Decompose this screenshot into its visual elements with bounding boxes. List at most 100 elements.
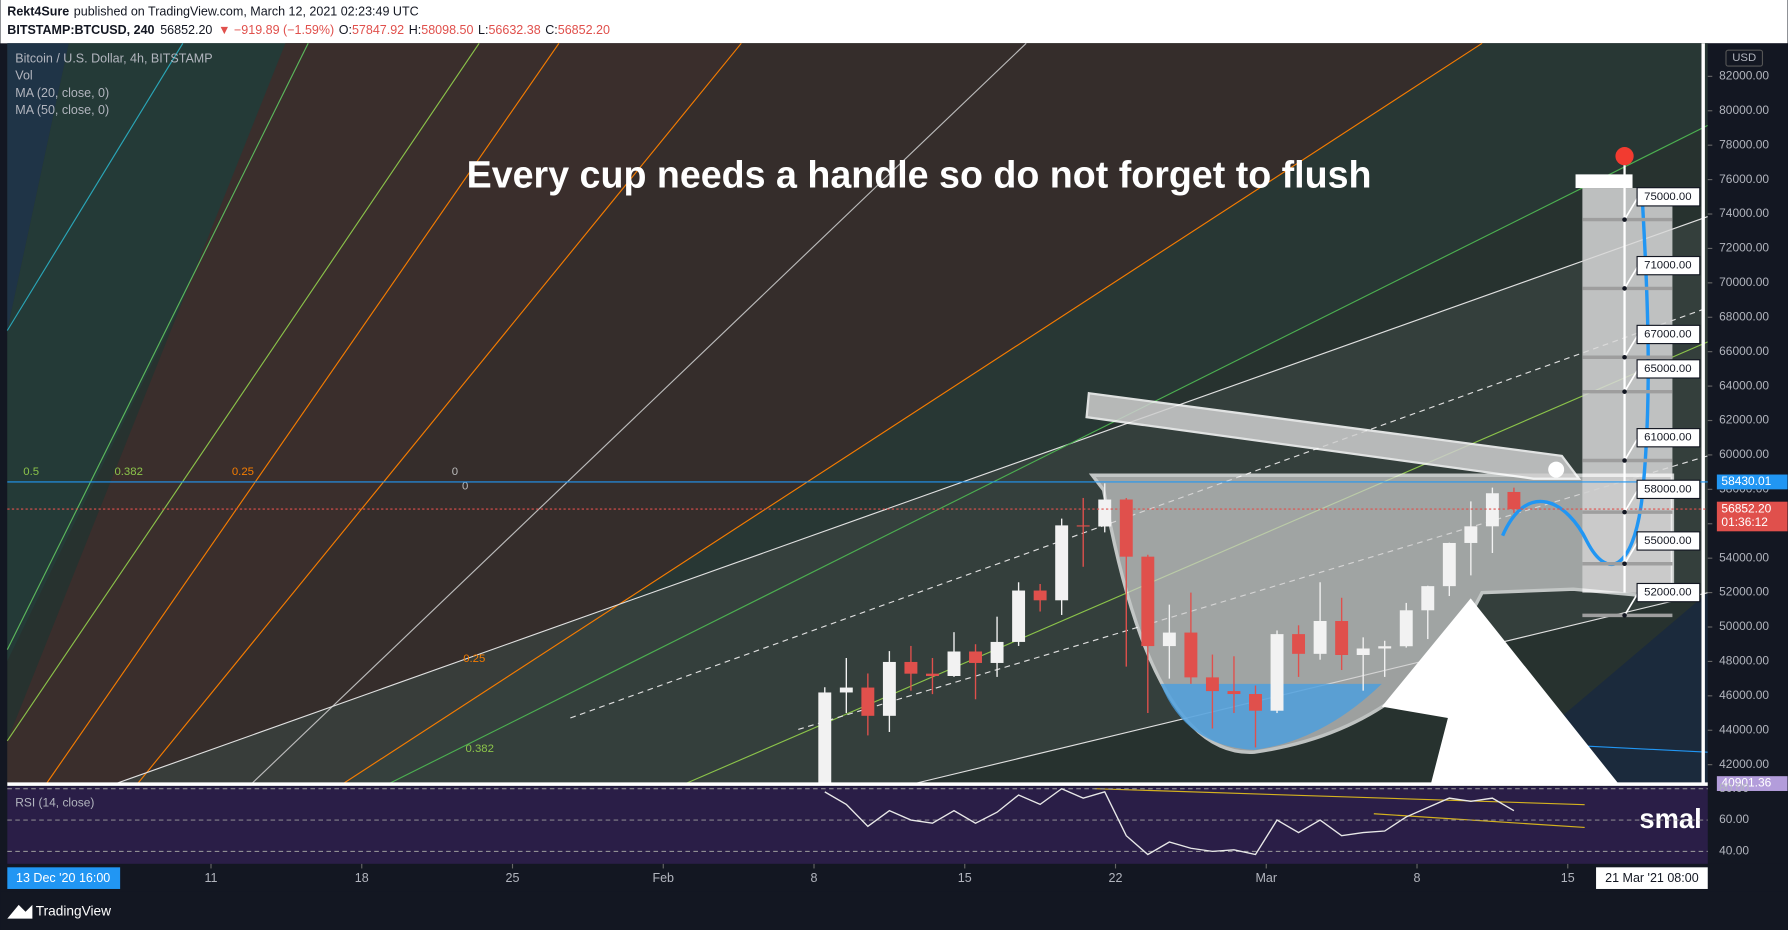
price-tag <box>1716 501 1788 532</box>
y-tick-label: 76000.00 <box>1719 172 1769 186</box>
c-val: 56852.20 <box>558 23 610 37</box>
fan-line <box>250 42 1027 785</box>
symbol: BITSTAMP:BTCUSD, 240 <box>7 23 154 37</box>
time-axis-bg <box>0 863 1788 892</box>
rsi-tick-label: 60.00 <box>1719 812 1749 826</box>
header-line1: Rekt4Sure published on TradingView.com, M… <box>7 5 418 19</box>
candle-body <box>1485 493 1499 527</box>
candle-body <box>839 687 853 693</box>
candle-body <box>1507 491 1521 510</box>
legend-item: Vol <box>15 69 32 83</box>
target-pointer <box>1623 265 1639 289</box>
x-tick-label: 15 <box>1561 871 1575 885</box>
toilet-drawing <box>1085 147 1675 785</box>
pedestal <box>1381 598 1619 785</box>
fib-label: 0.25 <box>232 466 254 478</box>
y-tick-label: 48000.00 <box>1719 654 1769 668</box>
candles <box>818 483 1521 785</box>
last-price: 56852.20 <box>160 23 212 37</box>
author: Rekt4Sure <box>7 5 69 19</box>
fib-label: 0 <box>452 466 458 478</box>
fib-label: 0.25 <box>463 653 485 665</box>
y-tick-label: 72000.00 <box>1719 241 1769 255</box>
footer-bg <box>0 891 1788 930</box>
l-key: L: <box>478 23 488 37</box>
fan-line <box>387 124 1709 785</box>
fib-label: 0 <box>462 481 468 493</box>
water <box>1160 683 1382 750</box>
price-tag <box>1716 474 1788 490</box>
price-tag-label: 56852.20 <box>1721 501 1771 515</box>
target-pointer <box>1623 196 1639 221</box>
legend-item: MA (50, close, 0) <box>15 103 109 117</box>
y-tick-label: 70000.00 <box>1719 275 1769 289</box>
candle-body <box>925 673 939 676</box>
candle-body <box>1055 525 1069 601</box>
y-tick-label: 42000.00 <box>1719 757 1769 771</box>
target-label: 61000.00 <box>1644 432 1691 444</box>
candle-body <box>1249 694 1262 711</box>
target-label: 65000.00 <box>1644 363 1691 375</box>
target-box <box>1636 428 1701 448</box>
target-box <box>1636 479 1701 500</box>
range-label: 13 Dec '20 16:00 <box>16 871 110 885</box>
y-tick-label: 68000.00 <box>1719 309 1769 323</box>
candle-body <box>1442 542 1456 587</box>
rsi-trendline <box>1094 788 1585 806</box>
x-tick-label: 25 <box>506 871 520 885</box>
target-box <box>1636 187 1701 207</box>
fib-label: 0.382 <box>114 466 142 478</box>
fan-region-brown <box>7 43 742 785</box>
target-node <box>1622 613 1627 618</box>
target-pointer <box>1623 488 1639 513</box>
candle-body <box>1012 590 1026 642</box>
fib-label: 0.382 <box>465 743 493 755</box>
currency: USD <box>1732 52 1756 64</box>
target-label: 67000.00 <box>1644 328 1691 340</box>
rsi-label: RSI (14, close) <box>15 796 94 810</box>
price-axis-bg <box>1707 43 1788 892</box>
logo <box>7 904 33 919</box>
candle-body <box>1270 634 1284 711</box>
published: published on TradingView.com, March 12, … <box>74 5 419 19</box>
candle-body <box>1378 646 1392 649</box>
annotation: Every cup needs a handle so do not forge… <box>467 154 1372 196</box>
y-tick-label: 50000.00 <box>1719 619 1769 633</box>
fan-line <box>6 43 184 331</box>
x-tick-label: 18 <box>355 871 369 885</box>
y-tick-label: 54000.00 <box>1719 550 1769 564</box>
target-pointer <box>1623 540 1639 565</box>
candle-body <box>1162 632 1176 647</box>
h-val: 58098.50 <box>421 23 473 37</box>
target-node <box>1622 389 1627 394</box>
candle-body <box>1356 648 1370 655</box>
range-label-box <box>1596 867 1708 889</box>
hinge <box>1548 461 1565 478</box>
price-tag-countdown: 01:36:12 <box>1721 515 1768 529</box>
range-label: 21 Mar '21 08:00 <box>1605 871 1699 885</box>
tank-lid <box>1575 174 1633 189</box>
candle-body <box>1141 556 1155 647</box>
target-box <box>1636 531 1701 551</box>
y-tick-label: 46000.00 <box>1719 688 1769 702</box>
header-line2: BITSTAMP:BTCUSD, 240 56852.20 ▼ −919.89 (−… <box>7 23 610 37</box>
candle-body <box>1464 526 1478 543</box>
side-text: smal <box>1639 803 1701 834</box>
o-val: 57847.92 <box>352 23 404 37</box>
candle-body <box>1098 499 1112 527</box>
lid <box>1085 391 1582 480</box>
legend-item: MA (20, close, 0) <box>15 86 109 100</box>
y-tick-label: 62000.00 <box>1719 413 1769 427</box>
h-key: H: <box>409 23 422 37</box>
target-node <box>1622 286 1627 291</box>
target-pointer <box>1623 592 1639 616</box>
dashed-line <box>570 307 1708 719</box>
y-tick-label: 80000.00 <box>1719 103 1769 117</box>
y-tick-label: 82000.00 <box>1719 69 1769 83</box>
target-node <box>1622 217 1627 222</box>
target-label: 52000.00 <box>1644 587 1691 599</box>
change: ▼ −919.89 (−1.59%) <box>218 23 334 37</box>
target-box <box>1636 255 1701 276</box>
x-tick-label: 11 <box>205 871 218 885</box>
price-tag <box>1716 776 1788 791</box>
